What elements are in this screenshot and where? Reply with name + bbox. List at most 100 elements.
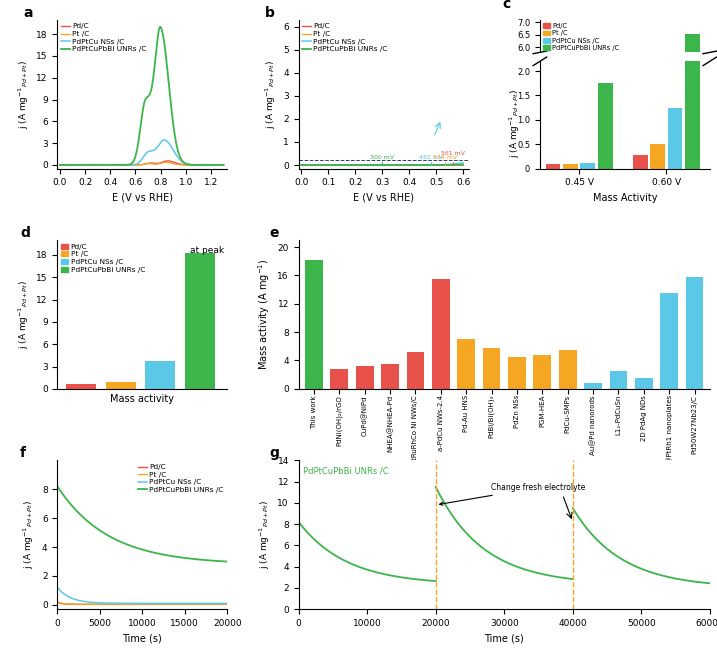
Y-axis label: Mass activity (A mg$^{-1}$): Mass activity (A mg$^{-1}$)	[256, 259, 272, 370]
X-axis label: Time (s): Time (s)	[123, 633, 162, 643]
PdPtCuPbBi UNRs /C	[53, 482, 62, 490]
Pd/C	[313, 161, 322, 169]
Pt /C	[186, 600, 194, 608]
PdPtCuPbBi UNRs /C	[426, 161, 435, 169]
Text: f: f	[20, 446, 26, 460]
PdPtCuPbBi UNRs /C	[313, 161, 322, 169]
Pt /C	[184, 161, 193, 169]
PdPtCu NSs /C	[189, 599, 197, 607]
Bar	[581, 162, 595, 168]
PdPtCu NSs /C	[122, 599, 130, 607]
Bar	[508, 357, 526, 389]
Pd/C	[408, 161, 417, 169]
Pd/C	[56, 161, 65, 169]
Pt /C	[189, 600, 197, 608]
Line: PdPtCuPbBi UNRs /C: PdPtCuPbBi UNRs /C	[60, 27, 224, 165]
Pt /C	[408, 161, 417, 169]
Pt /C	[170, 600, 179, 608]
Bar	[546, 164, 561, 168]
PdPtCu NSs /C	[130, 160, 139, 168]
PdPtCu NSs /C	[70, 595, 79, 603]
Bar	[105, 382, 136, 389]
PdPtCu NSs /C	[160, 136, 168, 144]
Bar	[632, 191, 647, 198]
Bar	[632, 155, 647, 168]
Y-axis label: j (A mg$^{-1}$$_{Pd+Pt}$): j (A mg$^{-1}$$_{Pd+Pt}$)	[257, 500, 272, 569]
Legend: Pd/C, Pt /C, PdPtCu NSs /C, PdPtCuPbBi UNRs /C: Pd/C, Pt /C, PdPtCu NSs /C, PdPtCuPbBi U…	[303, 24, 388, 52]
PdPtCuPbBi UNRs /C	[122, 540, 130, 548]
Pd/C	[122, 601, 130, 608]
Text: b: b	[265, 6, 275, 20]
Pt /C	[214, 161, 223, 169]
Pd/C	[297, 161, 305, 169]
PdPtCuPbBi UNRs /C	[70, 505, 79, 513]
Pt /C	[161, 159, 170, 166]
Line: PdPtCu NSs /C: PdPtCu NSs /C	[301, 162, 463, 165]
PdPtCuPbBi UNRs /C	[423, 161, 432, 169]
Line: Pd/C: Pd/C	[60, 161, 224, 165]
Pd/C	[70, 601, 79, 608]
Pd/C	[53, 598, 62, 606]
Pt /C	[219, 161, 228, 169]
Text: d: d	[20, 226, 30, 240]
Pd/C	[214, 161, 223, 169]
PdPtCu NSs /C	[223, 599, 232, 607]
Text: j (A mg$^{-1}$$_{Pd+Pt}$): j (A mg$^{-1}$$_{Pd+Pt}$)	[508, 89, 522, 159]
PdPtCu NSs /C	[214, 161, 223, 169]
Bar	[609, 371, 627, 389]
Bar	[660, 293, 678, 389]
Bar	[685, 0, 700, 168]
Pt /C	[363, 161, 371, 169]
X-axis label: E (V vs RHE): E (V vs RHE)	[353, 193, 414, 203]
Bar	[331, 369, 348, 389]
Pt /C	[135, 161, 143, 169]
Legend: Pd/C, Pt /C, PdPtCu NSs /C, PdPtCuPbBi UNRs /C: Pd/C, Pt /C, PdPtCu NSs /C, PdPtCuPbBi U…	[61, 24, 146, 52]
Bar	[635, 378, 652, 389]
PdPtCu NSs /C	[313, 161, 322, 169]
PdPtCuPbBi UNRs /C	[369, 161, 377, 169]
PdPtCu NSs /C	[135, 158, 143, 166]
Text: 561 mV: 561 mV	[441, 151, 465, 157]
Bar	[685, 277, 703, 389]
Pt /C	[313, 161, 322, 169]
PdPtCuPbBi UNRs /C	[186, 555, 194, 563]
Text: g: g	[270, 446, 280, 460]
Pt /C	[56, 161, 65, 169]
Pd/C	[459, 161, 467, 169]
PdPtCu NSs /C	[423, 161, 432, 169]
Pt /C	[70, 600, 79, 608]
Text: Change fresh electrolyte: Change fresh electrolyte	[440, 483, 585, 505]
Text: e: e	[270, 226, 280, 240]
Y-axis label: j (A mg$^{-1}$$_{Pd+Pt}$): j (A mg$^{-1}$$_{Pd+Pt}$)	[16, 280, 31, 349]
PdPtCuPbBi UNRs /C	[219, 161, 228, 169]
Text: 534 mV: 534 mV	[433, 155, 457, 160]
Line: Pt /C: Pt /C	[60, 162, 224, 165]
Bar	[66, 384, 96, 389]
PdPtCu NSs /C	[214, 161, 223, 169]
PdPtCu NSs /C	[53, 584, 62, 591]
Bar	[145, 360, 175, 389]
PdPtCu NSs /C	[184, 160, 193, 168]
Bar	[381, 364, 399, 389]
Pd/C	[130, 161, 139, 169]
Pd/C	[423, 161, 432, 169]
Pt /C	[297, 161, 305, 169]
X-axis label: Time (s): Time (s)	[485, 633, 524, 643]
Line: PdPtCu NSs /C: PdPtCu NSs /C	[60, 140, 224, 165]
Legend: Pd/C, Pt /C, PdPtCu NSs /C, PdPtCuPbBi UNRs /C: Pd/C, Pt /C, PdPtCu NSs /C, PdPtCuPbBi U…	[61, 244, 145, 272]
Bar	[598, 83, 612, 168]
Text: c: c	[503, 0, 511, 11]
X-axis label: Mass Activity: Mass Activity	[593, 193, 657, 203]
PdPtCuPbBi UNRs /C	[135, 131, 143, 139]
PdPtCuPbBi UNRs /C	[363, 161, 371, 169]
PdPtCuPbBi UNRs /C	[223, 557, 232, 565]
Text: 482 mV: 482 mV	[419, 155, 443, 160]
Pd/C	[186, 601, 194, 608]
PdPtCuPbBi UNRs /C	[130, 153, 139, 161]
PdPtCu NSs /C	[56, 161, 65, 169]
Pd/C	[426, 161, 435, 169]
Bar	[668, 107, 683, 168]
Text: 300 mV: 300 mV	[370, 155, 394, 160]
PdPtCu NSs /C	[219, 161, 228, 169]
Pd/C	[189, 601, 197, 608]
